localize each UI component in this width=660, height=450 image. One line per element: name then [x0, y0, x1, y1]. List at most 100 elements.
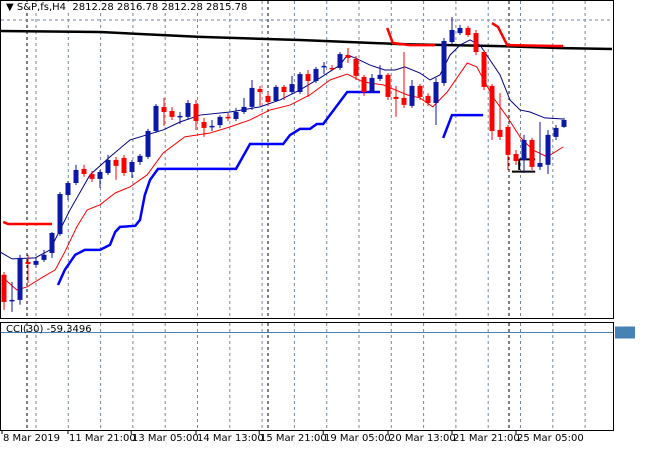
candle-body: [521, 139, 527, 160]
cci-value: -59.3496: [46, 324, 92, 335]
candle-body: [241, 106, 247, 113]
candle: [441, 37, 447, 86]
symbol-label: S&P,fs,H4: [16, 2, 67, 13]
candle: [289, 75, 295, 95]
time-tick-label: 15 Mar 21:00: [260, 433, 327, 444]
time-tick-label: 14 Mar 13:00: [197, 433, 264, 444]
candle-body: [401, 97, 407, 105]
candle-body: [25, 261, 31, 264]
candle-body: [105, 159, 111, 173]
candle: [25, 254, 31, 283]
time-tick-label: 11 Mar 21:00: [69, 433, 136, 444]
candle: [529, 137, 535, 170]
candle: [369, 74, 375, 94]
candle-body: [113, 159, 119, 166]
candle-body: [257, 88, 263, 93]
candle: [73, 164, 79, 186]
fast-ma-line: [0, 39, 564, 260]
candle-body: [353, 58, 359, 76]
candle: [233, 107, 239, 121]
candle: [97, 169, 103, 188]
candle-body: [329, 67, 335, 70]
candle: [105, 154, 111, 176]
candle-body: [433, 82, 439, 104]
candle-body: [185, 103, 191, 117]
candle-body: [145, 130, 151, 157]
candle: [209, 119, 215, 131]
candle: [265, 92, 271, 106]
candle: [129, 159, 135, 178]
candle-body: [161, 106, 167, 113]
candle: [545, 129, 551, 175]
candle: [185, 99, 191, 120]
candle: [505, 125, 511, 170]
channel-low-line: [442, 113, 484, 139]
candle: [121, 154, 127, 176]
candle: [137, 154, 143, 165]
candle-body: [281, 86, 287, 93]
candle: [353, 55, 359, 80]
candle: [1, 271, 7, 310]
candle: [521, 134, 527, 173]
channel-high-line: [2, 220, 52, 226]
candle: [409, 79, 415, 108]
slow-ma-line: [2, 62, 564, 291]
candle: [65, 180, 71, 200]
candle-body: [137, 155, 143, 162]
time-tick-label: 8 Mar 2019: [3, 433, 61, 444]
candle-body: [529, 139, 535, 167]
candle: [297, 72, 303, 95]
candle: [89, 170, 95, 182]
triangle-down-icon[interactable]: ▼: [6, 2, 17, 13]
candle-body: [33, 260, 39, 265]
candle-body: [553, 127, 559, 137]
ohlc-label: 2812.28 2816.78 2812.28 2815.78: [72, 2, 248, 13]
candle-body: [321, 65, 327, 68]
candle-body: [57, 194, 63, 234]
candle: [385, 73, 391, 100]
candle: [425, 93, 431, 106]
candle: [401, 52, 407, 108]
candle: [57, 191, 63, 236]
candle-body: [337, 54, 343, 68]
candle: [273, 84, 279, 103]
candle: [153, 104, 159, 134]
candle-body: [497, 129, 503, 137]
candle: [377, 65, 383, 81]
candle: [329, 65, 335, 70]
channel-high-line: [491, 22, 564, 48]
candle-body: [73, 169, 79, 183]
candle-body: [313, 68, 319, 81]
candle: [513, 149, 519, 165]
candle: [449, 16, 455, 45]
candle-body: [561, 119, 567, 127]
candle: [433, 77, 439, 126]
candle-body: [457, 27, 463, 34]
candle: [33, 257, 39, 268]
candle: [489, 84, 495, 140]
candle: [161, 97, 167, 126]
time-tick-label: 21 Mar 21:00: [453, 433, 520, 444]
candle-body: [249, 87, 255, 107]
candle-body: [377, 74, 383, 79]
candle: [193, 99, 199, 130]
candle-body: [425, 95, 431, 104]
cci-panel: [0, 322, 614, 431]
candle-body: [217, 116, 223, 126]
candle-body: [17, 257, 23, 300]
candle: [145, 128, 151, 159]
candle-body: [1, 274, 7, 302]
channel-low-line: [56, 90, 380, 286]
candle: [345, 47, 351, 64]
candle-body: [297, 74, 303, 93]
candle-body: [537, 163, 543, 167]
candle-body: [465, 27, 471, 36]
chart-header: ▼ S&P,fs,H4 2812.28 2816.78 2812.28 2815…: [4, 2, 250, 13]
candle: [177, 112, 183, 125]
candle: [561, 117, 567, 128]
candle-body: [169, 110, 175, 117]
candle-body: [41, 254, 47, 260]
candle-body: [441, 41, 447, 84]
candle: [361, 74, 367, 96]
